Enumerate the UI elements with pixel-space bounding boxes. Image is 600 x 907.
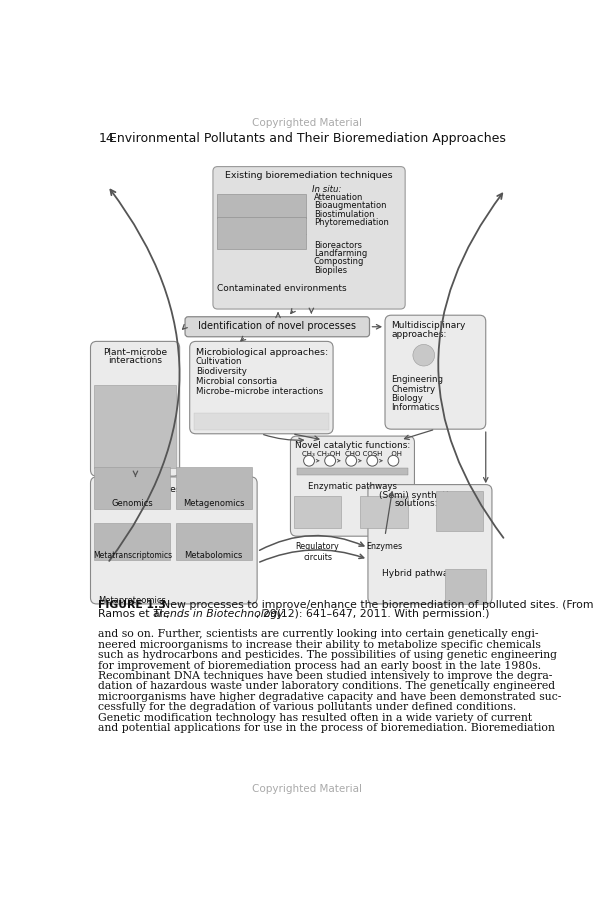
Bar <box>217 193 306 219</box>
Text: neered microorganisms to increase their ability to metabolize specific chemicals: neered microorganisms to increase their … <box>98 639 541 649</box>
Text: dation of hazardous waste under laboratory conditions. The genetically engineere: dation of hazardous waste under laborato… <box>98 681 556 691</box>
Circle shape <box>346 455 356 466</box>
Bar <box>176 467 252 509</box>
Bar <box>360 496 408 529</box>
FancyBboxPatch shape <box>185 317 370 336</box>
Text: Metabolomics: Metabolomics <box>185 551 243 560</box>
FancyBboxPatch shape <box>190 341 333 434</box>
Text: FIGURE 1.3: FIGURE 1.3 <box>98 600 166 610</box>
Text: and potential applications for use in the process of bioremediation. Bioremediat: and potential applications for use in th… <box>98 723 555 733</box>
Text: Biopiles: Biopiles <box>314 266 347 275</box>
Circle shape <box>304 455 314 466</box>
Text: microorganisms have higher degradative capacity and have been demonstrated suc-: microorganisms have higher degradative c… <box>98 692 562 702</box>
Text: Informatics: Informatics <box>391 403 440 412</box>
Circle shape <box>325 455 335 466</box>
Text: Bioreactors: Bioreactors <box>314 240 362 249</box>
Text: Trends in Biotechnology: Trends in Biotechnology <box>153 610 284 619</box>
Text: Microbe–microbe interactions: Microbe–microbe interactions <box>196 386 323 395</box>
Text: Copyrighted Material: Copyrighted Material <box>253 785 362 795</box>
Text: such as hydrocarbons and pesticides. The possibilities of using genetic engineer: such as hydrocarbons and pesticides. The… <box>98 650 557 660</box>
Text: Regulatory
circuits: Regulatory circuits <box>296 542 340 561</box>
Text: Omic approaches:: Omic approaches: <box>98 484 184 493</box>
Text: Landfarming: Landfarming <box>314 249 367 258</box>
Text: Hybrid pathways: Hybrid pathways <box>382 570 458 579</box>
Text: Phytoremediation: Phytoremediation <box>314 219 389 227</box>
Text: Chemistry: Chemistry <box>391 385 436 394</box>
Text: Microbial consortia: Microbial consortia <box>196 376 277 385</box>
Text: Engineering: Engineering <box>391 375 443 385</box>
Text: approaches:: approaches: <box>391 330 446 339</box>
Bar <box>296 468 408 474</box>
Text: Genomics: Genomics <box>112 499 153 508</box>
Text: Genetic modification technology has resulted often in a wide variety of current: Genetic modification technology has resu… <box>98 713 532 723</box>
Text: (Semi) synthetic: (Semi) synthetic <box>379 491 454 500</box>
Bar <box>445 570 486 604</box>
Text: Cultivation: Cultivation <box>196 356 242 366</box>
Text: for improvement of bioremediation process had an early boost in the late 1980s.: for improvement of bioremediation proces… <box>98 660 541 670</box>
Text: , 29(12): 641–647, 2011. With permission.): , 29(12): 641–647, 2011. With permission… <box>256 610 489 619</box>
Bar <box>176 523 252 560</box>
Bar <box>295 496 341 529</box>
Text: Bioaugmentation: Bioaugmentation <box>314 201 386 210</box>
Text: Multidisciplinary: Multidisciplinary <box>391 321 466 330</box>
Bar <box>94 467 170 509</box>
FancyBboxPatch shape <box>91 477 257 604</box>
Text: 14: 14 <box>98 132 114 145</box>
Text: Biology: Biology <box>391 394 423 403</box>
Text: Metatranscriptomics: Metatranscriptomics <box>93 551 172 560</box>
Text: Contaminated environments: Contaminated environments <box>217 284 346 293</box>
Bar <box>94 523 170 560</box>
FancyBboxPatch shape <box>290 436 415 536</box>
Text: interactions: interactions <box>108 356 162 365</box>
Text: Composting: Composting <box>314 258 364 267</box>
Text: Microbiological approaches:: Microbiological approaches: <box>196 347 328 356</box>
Circle shape <box>367 455 378 466</box>
Text: Metagenomics: Metagenomics <box>183 499 244 508</box>
Text: Identification of novel processes: Identification of novel processes <box>198 320 356 330</box>
Bar <box>194 413 329 430</box>
Text: Enzymatic pathways: Enzymatic pathways <box>308 483 397 492</box>
Text: Existing bioremediation techniques: Existing bioremediation techniques <box>225 171 393 180</box>
Text: Copyrighted Material: Copyrighted Material <box>253 118 362 128</box>
Text: cessfully for the degradation of various pollutants under defined conditions.: cessfully for the degradation of various… <box>98 702 517 712</box>
Text: Plant–microbe: Plant–microbe <box>103 347 167 356</box>
FancyBboxPatch shape <box>91 341 179 476</box>
Circle shape <box>388 455 399 466</box>
Text: Biodiversity: Biodiversity <box>196 366 247 375</box>
Text: Recombinant DNA techniques have been studied intensively to improve the degra-: Recombinant DNA techniques have been stu… <box>98 671 553 681</box>
Text: CH₃ CH₂OH  CHO COSH    OH: CH₃ CH₂OH CHO COSH OH <box>302 451 403 457</box>
Text: In situ:: In situ: <box>312 185 341 194</box>
Text: solutions:: solutions: <box>394 499 438 508</box>
FancyBboxPatch shape <box>385 316 486 429</box>
Bar <box>436 491 482 531</box>
Text: and so on. Further, scientists are currently looking into certain genetically en: and so on. Further, scientists are curre… <box>98 629 539 639</box>
FancyBboxPatch shape <box>213 167 405 309</box>
Text: Enzymes: Enzymes <box>366 542 402 551</box>
Circle shape <box>413 345 434 366</box>
Text: Ex situ:: Ex situ: <box>275 232 307 241</box>
Text: Attenuation: Attenuation <box>314 193 363 201</box>
Text: Novel catalytic functions:: Novel catalytic functions: <box>295 442 410 451</box>
Bar <box>94 385 176 468</box>
FancyBboxPatch shape <box>368 484 492 604</box>
Text: New processes to improve/enhance the bioremediation of polluted sites. (From: New processes to improve/enhance the bio… <box>148 600 593 610</box>
Text: Metaproteomics: Metaproteomics <box>98 596 166 605</box>
Bar <box>217 217 306 249</box>
Text: Environmental Pollutants and Their Bioremediation Approaches: Environmental Pollutants and Their Biore… <box>109 132 506 145</box>
Text: Biostimulation: Biostimulation <box>314 210 374 219</box>
Text: Ramos et al.,: Ramos et al., <box>98 610 173 619</box>
